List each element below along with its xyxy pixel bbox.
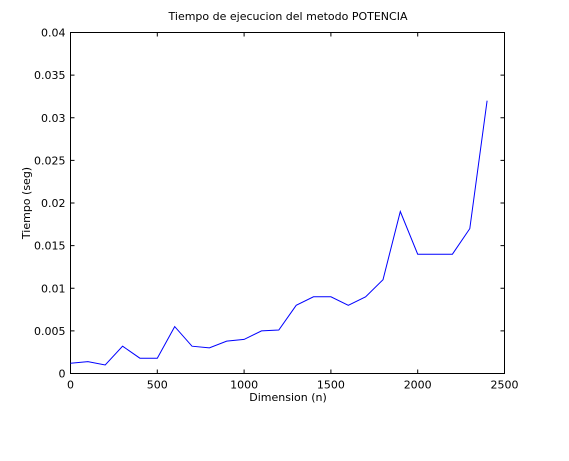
y-tick-label: 0.015 [34,240,66,253]
x-tick-label: 0 [67,379,74,392]
x-tick-label: 2500 [491,379,519,392]
x-tick-label: 2000 [404,379,432,392]
y-axis-label: Tiempo (seg) [20,167,33,240]
y-tick-label: 0.01 [41,282,66,295]
y-tick-label: 0.025 [34,154,66,167]
x-tick-label: 1000 [230,379,258,392]
y-tick-label: 0 [59,368,66,381]
y-tick-label: 0.005 [34,325,66,338]
x-axis-label: Dimension (n) [249,391,327,404]
y-tick-label: 0.02 [41,197,66,210]
x-axis: 0 500 1000 1500 2000 2500 [67,32,519,392]
series-line [70,100,488,366]
y-tick-label: 0.04 [41,27,66,40]
y-tick-label: 0.03 [41,112,66,125]
y-tick-label: 0.035 [34,69,66,82]
x-tick-label: 500 [147,379,168,392]
x-tick-label: 1500 [317,379,345,392]
y-axis: 0 0.005 0.01 0.015 0.02 0.025 0.03 0.035 0.04 [34,27,505,381]
chart-title: Tiempo de ejecucion del metodo POTENCIA [168,10,408,23]
plot-frame [70,32,505,374]
